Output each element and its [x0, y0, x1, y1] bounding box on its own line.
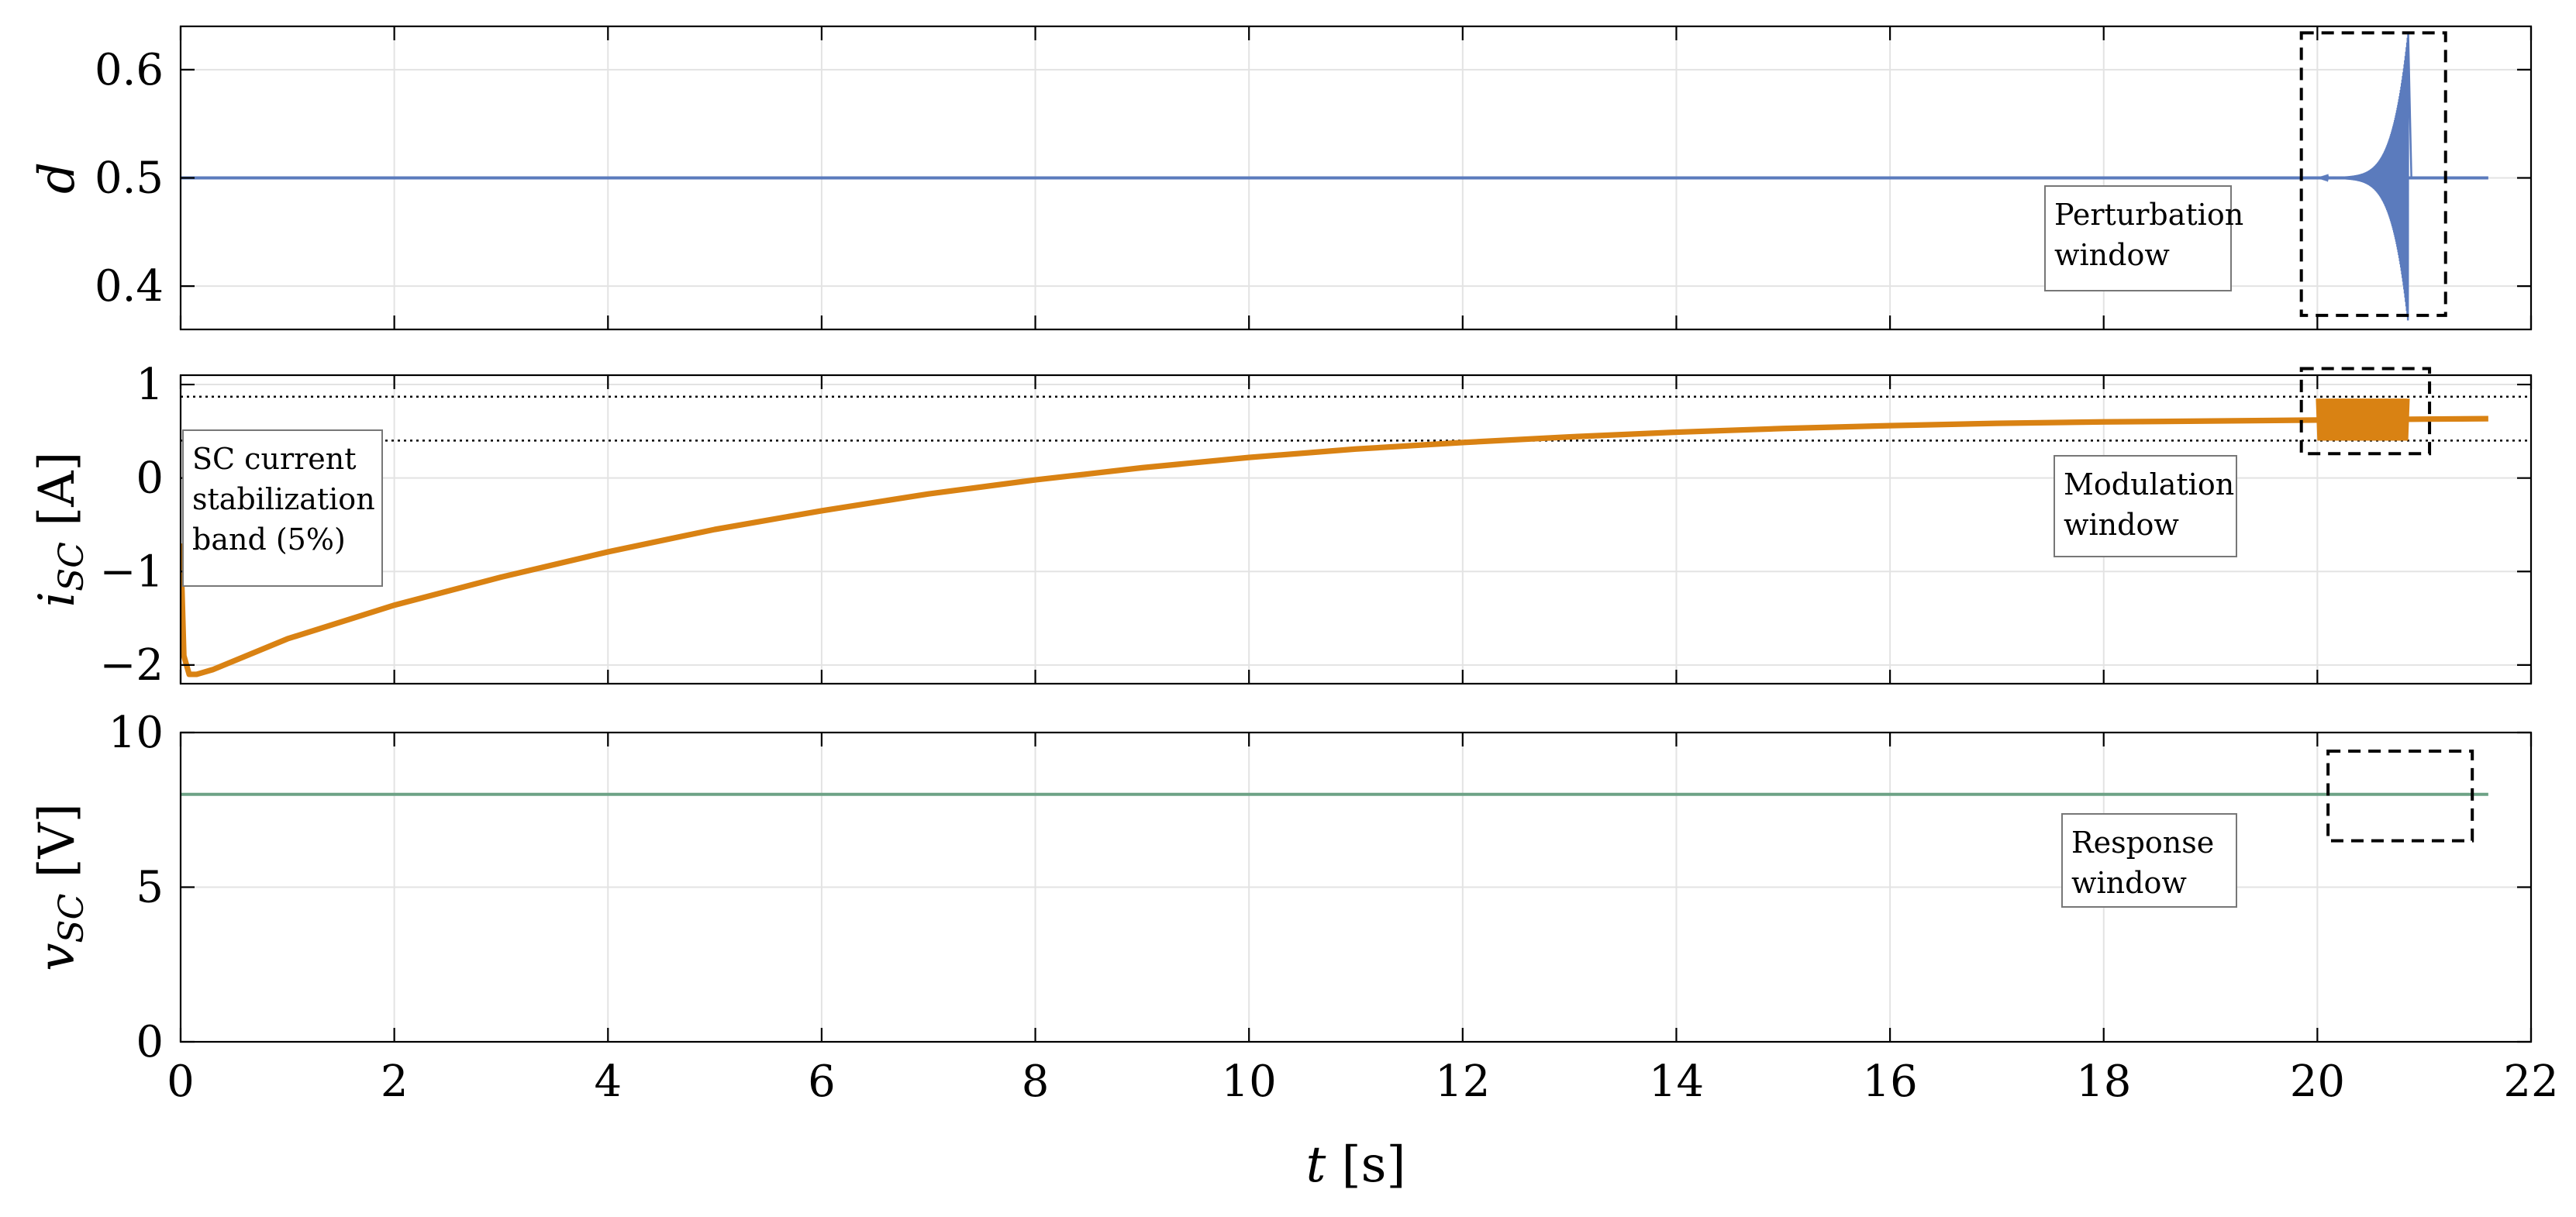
- annotation-box: [2044, 185, 2232, 291]
- window-box-vsc: [2326, 749, 2474, 843]
- axes-frame-isc: [179, 374, 2533, 685]
- y-tick-label: −2: [99, 640, 164, 691]
- y-axis-label: iSC [A]: [29, 452, 91, 608]
- window-box-isc: [2299, 367, 2432, 456]
- perturbation-oscillation: [2317, 33, 2412, 321]
- modulation-signal: [2316, 398, 2410, 441]
- annotation-box: [2061, 813, 2237, 908]
- x-tick-label: 8: [1022, 1057, 1050, 1107]
- panel-isc: −2 −1 0 1 iSC [A] Modulation window SC current s…: [29, 360, 2533, 691]
- y-tick-label: 1: [136, 360, 164, 410]
- y-tick-label: 0.6: [95, 45, 164, 95]
- annotation-text: SC current: [192, 442, 357, 476]
- y-tick-label: 0.5: [95, 153, 164, 204]
- annotation-text: window: [2064, 508, 2179, 542]
- annotation-box: [182, 429, 383, 587]
- x-tick-label: 18: [2076, 1057, 2131, 1107]
- series-line-isc: [181, 415, 2488, 677]
- plot-area-isc: [181, 395, 2531, 677]
- y-axis-label: d: [29, 162, 86, 194]
- y-tick-label: 0.4: [95, 261, 164, 312]
- annotation-text: stabilization: [192, 482, 375, 516]
- x-tick-label: 10: [1222, 1057, 1277, 1107]
- y-axis-label: vSC [V]: [29, 803, 91, 970]
- x-tick-label: 22: [2503, 1057, 2558, 1107]
- y-tick-label: −1: [99, 546, 164, 597]
- annotation-d: Perturbation window: [2044, 185, 2243, 291]
- x-tick-label: 6: [808, 1057, 836, 1107]
- annotation-text: Modulation: [2064, 467, 2234, 502]
- x-axis-label: t [s]: [1306, 1136, 1406, 1194]
- y-tick-label: 5: [136, 863, 164, 913]
- x-tick-label: 2: [381, 1057, 409, 1107]
- annotation-text: band (5%): [192, 522, 346, 557]
- x-tick-label: 16: [1862, 1057, 1917, 1107]
- annotation-text: Perturbation: [2054, 198, 2243, 232]
- y-tick-label: 10: [109, 708, 164, 758]
- annotation-text: window: [2054, 238, 2170, 272]
- x-tick-label: 12: [1435, 1057, 1490, 1107]
- x-tick-label: 0: [167, 1057, 195, 1107]
- annotation-text: window: [2071, 866, 2187, 900]
- y-tick-label: 0: [136, 453, 164, 504]
- annotation-vsc: Response window: [2061, 813, 2237, 908]
- annotation-isc: Modulation window: [2054, 455, 2237, 557]
- window-box-d: [2299, 31, 2447, 317]
- annotation-box: [2054, 455, 2237, 557]
- x-tick-label: 14: [1649, 1057, 1704, 1107]
- annotation-band-isc: SC current stabilization band (5%): [182, 429, 383, 587]
- panel-d: 0.4 0.5 0.6 d Perturbation window: [29, 25, 2533, 331]
- x-tick-label: 20: [2290, 1057, 2345, 1107]
- annotation-text: Response: [2071, 826, 2214, 860]
- plot-area-d: [181, 33, 2488, 321]
- x-tick-label: 4: [594, 1057, 622, 1107]
- y-tick-label: 0: [136, 1017, 164, 1067]
- panel-vsc: 0 5 10 0 2 4 6 8 10 12 14 16 18 20 22 vSC [V] t [s] Respo…: [29, 708, 2559, 1194]
